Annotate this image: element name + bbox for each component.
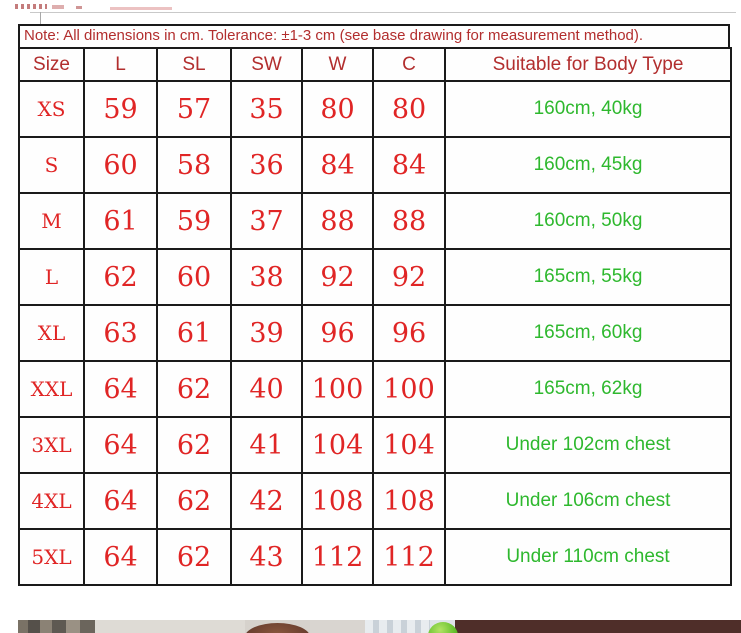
value-cell: 80 [372,80,446,138]
fit-cell: Under 102cm chest [444,416,732,474]
fit-cell: 160cm, 40kg [444,80,732,138]
fit-cell: Under 110cm chest [444,528,732,586]
value-cell: 37 [230,192,303,250]
value-cell: 43 [230,528,303,586]
value-cell: 64 [83,472,158,530]
table-row: XL 63 61 39 96 96 165cm, 60kg [18,304,732,362]
size-cell: 4XL [18,472,85,530]
table-row: 4XL 64 62 42 108 108 Under 106cm chest [18,472,732,530]
cropped-text-remnant [52,5,64,9]
size-table: Size L SL SW W C Suitable for Body Type XS 59 57… [18,47,732,586]
cropped-divider-line [30,12,736,13]
value-cell: 88 [301,192,374,250]
value-cell: 64 [83,360,158,418]
cropped-text-remnant [110,7,172,10]
value-cell: 88 [372,192,446,250]
value-cell: 61 [83,192,158,250]
value-cell: 96 [372,304,446,362]
size-cell: S [18,136,85,194]
green-object-fragment [428,622,458,633]
cropped-text-remnant [76,6,82,9]
tolerance-note: Note: All dimensions in cm. Tolerance: ±… [18,24,730,49]
value-cell: 60 [156,248,232,306]
value-cell: 41 [230,416,303,474]
value-cell: 58 [156,136,232,194]
value-cell: 42 [230,472,303,530]
value-cell: 64 [83,416,158,474]
fit-cell: 160cm, 50kg [444,192,732,250]
value-cell: 36 [230,136,303,194]
table-row: XS 59 57 35 80 80 160cm, 40kg [18,80,732,138]
value-cell: 84 [372,136,446,194]
header-cell-w: W [301,47,374,82]
value-cell: 62 [156,416,232,474]
value-cell: 62 [156,528,232,586]
value-cell: 104 [301,416,374,474]
size-cell: 5XL [18,528,85,586]
header-cell-sw: SW [230,47,303,82]
size-cell: M [18,192,85,250]
value-cell: 62 [83,248,158,306]
header-cell-c: C [372,47,446,82]
fit-cell: 165cm, 55kg [444,248,732,306]
cropped-photo-strip [18,620,741,633]
cropped-divider-tick [40,12,41,24]
value-cell: 92 [301,248,374,306]
size-cell: XXL [18,360,85,418]
header-cell-size: Size [18,47,85,82]
table-row: M 61 59 37 88 88 160cm, 50kg [18,192,732,250]
fit-cell: 160cm, 45kg [444,136,732,194]
size-cell: L [18,248,85,306]
value-cell: 104 [372,416,446,474]
value-cell: 60 [83,136,158,194]
value-cell: 92 [372,248,446,306]
value-cell: 35 [230,80,303,138]
value-cell: 100 [301,360,374,418]
value-cell: 96 [301,304,374,362]
size-cell: XL [18,304,85,362]
fit-cell: Under 106cm chest [444,472,732,530]
size-cell: XS [18,80,85,138]
value-cell: 108 [372,472,446,530]
value-cell: 40 [230,360,303,418]
table-row: S 60 58 36 84 84 160cm, 45kg [18,136,732,194]
header-row: Size L SL SW W C Suitable for Body Type [18,47,732,82]
model-head-fragment [245,623,310,633]
value-cell: 108 [301,472,374,530]
value-cell: 59 [83,80,158,138]
value-cell: 100 [372,360,446,418]
size-cell: 3XL [18,416,85,474]
value-cell: 80 [301,80,374,138]
window-blinds-fragment [365,620,430,633]
header-cell-suitable-for-body-type: Suitable for Body Type [444,47,732,82]
value-cell: 38 [230,248,303,306]
fit-cell: 165cm, 62kg [444,360,732,418]
value-cell: 59 [156,192,232,250]
header-cell-l: L [83,47,158,82]
table-body: XS 59 57 35 80 80 160cm, 40kg S 60 58 36 84 84 160cm,… [18,80,732,586]
table-row: 3XL 64 62 41 104 104 Under 102cm chest [18,416,732,474]
value-cell: 62 [156,472,232,530]
value-cell: 57 [156,80,232,138]
value-cell: 112 [372,528,446,586]
value-cell: 84 [301,136,374,194]
value-cell: 61 [156,304,232,362]
value-cell: 39 [230,304,303,362]
fit-cell: 165cm, 60kg [444,304,732,362]
table-row: XXL 64 62 40 100 100 165cm, 62kg [18,360,732,418]
value-cell: 62 [156,360,232,418]
table-row: L 62 60 38 92 92 165cm, 55kg [18,248,732,306]
header-cell-sl: SL [156,47,232,82]
value-cell: 64 [83,528,158,586]
cropped-text-remnant [15,4,47,9]
value-cell: 112 [301,528,374,586]
table-row: 5XL 64 62 43 112 112 Under 110cm chest [18,528,732,586]
value-cell: 63 [83,304,158,362]
